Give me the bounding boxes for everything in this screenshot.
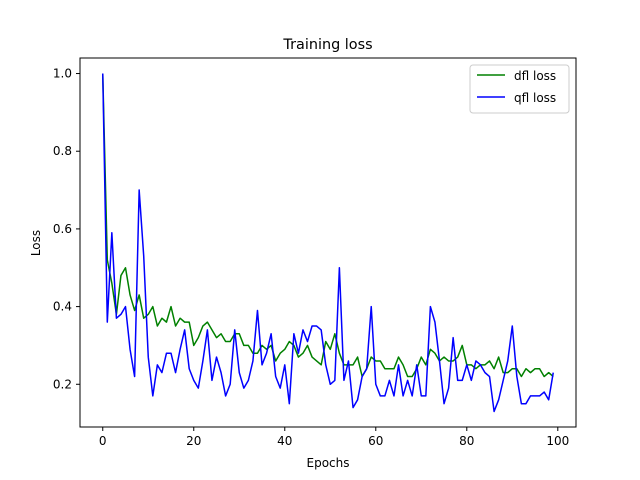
- y-tick-label: 0.4: [53, 300, 72, 314]
- x-tick-label: 60: [368, 434, 383, 448]
- y-tick-label: 0.8: [53, 144, 72, 158]
- legend-box: [469, 64, 570, 114]
- series-layer: [102, 73, 554, 413]
- x-tick-label: 0: [99, 434, 107, 448]
- x-axis-ticks: 0 20 40 60 80 100: [99, 427, 569, 448]
- x-tick-label: 20: [186, 434, 201, 448]
- x-tick-label: 100: [546, 434, 569, 448]
- y-tick-label: 0.2: [53, 377, 72, 391]
- y-axis-label: Loss: [29, 230, 43, 256]
- legend: dfl loss qfl loss: [469, 64, 570, 114]
- y-tick-label: 0.6: [53, 222, 72, 236]
- y-axis-ticks: 0.2 0.4 0.6 0.8 1.0: [53, 67, 80, 391]
- chart-title: Training loss: [282, 37, 372, 53]
- legend-label-qfl-loss: qfl loss: [514, 91, 556, 105]
- series-line-dfl-loss: [102, 73, 554, 378]
- x-tick-label: 80: [459, 434, 474, 448]
- x-axis-label: Epochs: [307, 456, 350, 470]
- legend-label-dfl-loss: dfl loss: [514, 69, 556, 83]
- x-tick-label: 40: [277, 434, 292, 448]
- plot-area-frame: [79, 57, 577, 428]
- y-tick-label: 1.0: [53, 67, 72, 81]
- series-line-qfl-loss: [102, 73, 554, 413]
